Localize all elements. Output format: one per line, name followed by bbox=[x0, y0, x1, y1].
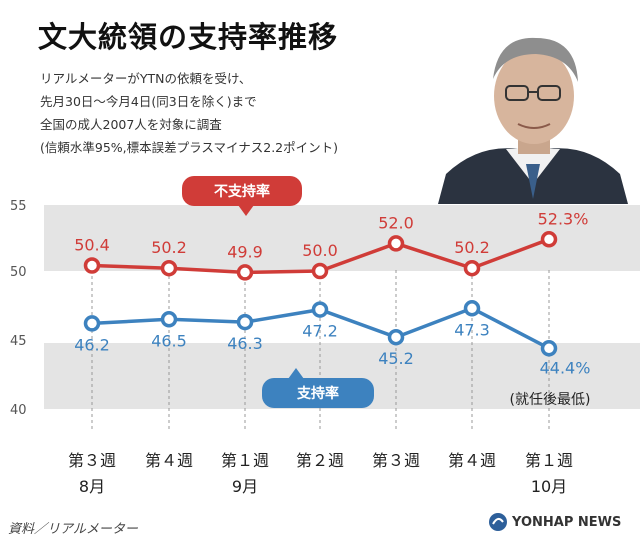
y-tick-40: 40 bbox=[10, 403, 27, 418]
portrait-photo bbox=[438, 37, 628, 204]
month-label-6: 10月 bbox=[531, 477, 567, 496]
marker-approval-5 bbox=[463, 300, 481, 317]
data-label-approval-6: 44.4% bbox=[540, 358, 591, 377]
x-axis-labels: 第３週 8月 第４週 第１週 9月 第２週 第３週 第４週 第１週 10月 bbox=[68, 451, 573, 496]
month-label-0: 8月 bbox=[79, 477, 105, 496]
source-text: 資料／リアルメーター bbox=[8, 522, 138, 537]
legend-label-disapproval: 不支持率 bbox=[214, 183, 270, 200]
marker-approval-2 bbox=[236, 313, 254, 331]
data-label-approval-3: 47.2 bbox=[302, 322, 338, 341]
data-label-approval-0: 46.2 bbox=[74, 335, 110, 354]
subtitle-line-2: 先月30日～今月4日(同3日を除く)まで bbox=[40, 94, 257, 109]
data-label-disapproval-1: 50.2 bbox=[151, 238, 187, 257]
data-label-disapproval-4: 52.0 bbox=[378, 213, 414, 232]
data-markers bbox=[83, 231, 558, 357]
data-label-disapproval-3: 50.0 bbox=[302, 241, 338, 260]
data-label-disapproval-5: 50.2 bbox=[454, 238, 490, 257]
marker-approval-1 bbox=[160, 311, 178, 328]
marker-approval-3 bbox=[311, 301, 329, 318]
data-label-approval-2: 46.3 bbox=[227, 334, 263, 353]
x-tick-label-0: 第３週 bbox=[68, 451, 116, 470]
marker-disapproval-1 bbox=[160, 259, 178, 277]
lowest-annotation: (就任後最低) bbox=[510, 392, 591, 408]
marker-disapproval-4 bbox=[387, 235, 405, 252]
subtitle-line-4: (信頼水準95%,標本誤差プラスマイナス2.2ポイント) bbox=[40, 140, 339, 155]
data-label-approval-4: 45.2 bbox=[378, 349, 414, 368]
subtitle-line-1: リアルメーターがYTNの依頼を受け、 bbox=[40, 71, 252, 86]
marker-approval-0 bbox=[83, 315, 101, 332]
x-tick-label-2: 第１週 bbox=[221, 451, 269, 470]
data-label-disapproval-2: 49.9 bbox=[227, 242, 263, 261]
marker-approval-4 bbox=[387, 328, 405, 346]
legend-label-approval: 支持率 bbox=[296, 385, 339, 402]
x-tick-label-5: 第４週 bbox=[448, 451, 496, 470]
marker-disapproval-5 bbox=[463, 259, 481, 277]
marker-approval-6 bbox=[540, 340, 558, 357]
legend-disapproval: 不支持率 bbox=[182, 176, 302, 216]
data-labels: 50.4 50.2 49.9 50.0 52.0 50.2 52.3% 46.2 46.5 46.… bbox=[74, 209, 590, 377]
marker-disapproval-2 bbox=[236, 264, 254, 281]
subtitle-line-3: 全国の成人2007人を対象に調査 bbox=[40, 117, 222, 132]
chart-title: 文大統領の支持率推移 bbox=[38, 20, 339, 54]
x-tick-label-1: 第４週 bbox=[145, 451, 193, 470]
y-tick-45: 45 bbox=[10, 334, 27, 349]
y-tick-50: 50 bbox=[10, 265, 27, 280]
data-label-disapproval-6: 52.3% bbox=[538, 209, 589, 228]
yonhap-logo-icon bbox=[489, 513, 507, 531]
band-50-55 bbox=[44, 205, 640, 271]
credit-label: YONHAP NEWS bbox=[512, 514, 622, 530]
data-label-approval-5: 47.3 bbox=[454, 320, 490, 339]
legend-approval: 支持率 bbox=[262, 368, 374, 408]
marker-disapproval-6 bbox=[540, 231, 558, 248]
month-label-2: 9月 bbox=[232, 477, 258, 496]
marker-disapproval-3 bbox=[311, 262, 329, 280]
x-tick-label-3: 第２週 bbox=[296, 451, 344, 470]
y-tick-55: 55 bbox=[10, 199, 27, 214]
yonhap-credit: YONHAP NEWS bbox=[488, 512, 621, 532]
x-tick-label-6: 第１週 bbox=[525, 451, 573, 470]
data-label-approval-1: 46.5 bbox=[151, 331, 187, 350]
data-label-disapproval-0: 50.4 bbox=[74, 236, 110, 255]
marker-disapproval-0 bbox=[83, 257, 101, 274]
x-tick-label-4: 第３週 bbox=[372, 451, 420, 470]
